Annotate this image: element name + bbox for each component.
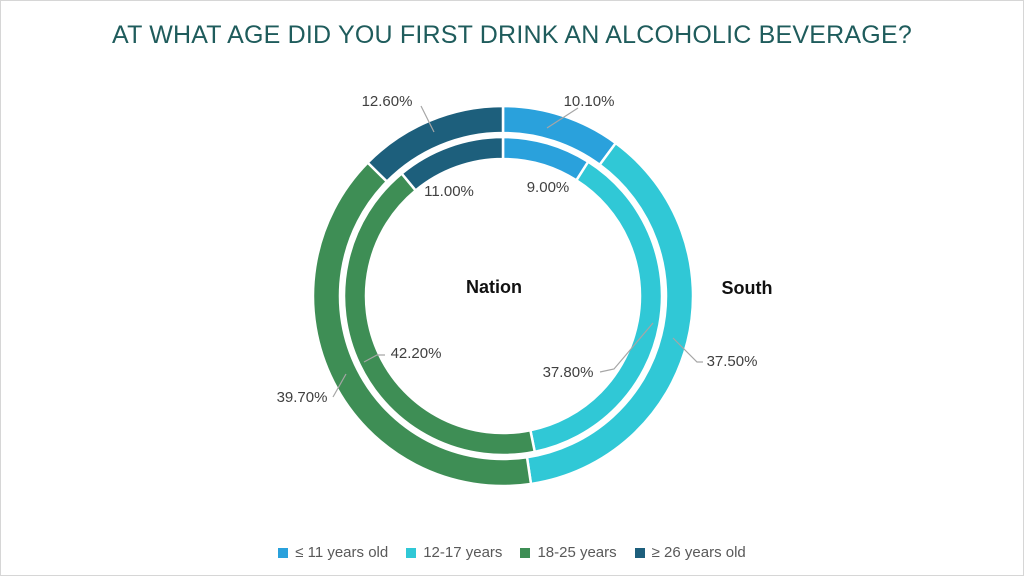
data-label-south-1: 37.50% xyxy=(707,353,758,370)
legend-swatch-icon xyxy=(278,547,289,558)
leader-line xyxy=(546,107,579,129)
data-label-south-3: 12.60% xyxy=(362,93,413,110)
legend-item-2: 18-25 years xyxy=(520,544,617,561)
leader-line xyxy=(599,322,654,373)
series-label-nation: Nation xyxy=(466,277,522,297)
series-label-south: South xyxy=(722,278,773,298)
legend-label: 18-25 years xyxy=(537,544,617,561)
leader-line xyxy=(363,354,385,363)
segment-south-3 xyxy=(366,104,505,183)
data-label-nation-1: 37.80% xyxy=(543,364,594,381)
leader-line xyxy=(420,105,435,133)
data-label-south-0: 10.10% xyxy=(564,93,615,110)
data-label-south-2: 39.70% xyxy=(277,389,328,406)
legend-swatch-icon xyxy=(520,547,531,558)
data-label-nation-0: 9.00% xyxy=(527,179,570,196)
data-label-nation-3: 11.00% xyxy=(424,183,474,200)
legend-item-0: ≤ 11 years old xyxy=(278,544,388,561)
legend-item-3: ≥ 26 years old xyxy=(634,544,746,561)
legend-label: 12-17 years xyxy=(423,544,503,561)
leader-line xyxy=(332,373,347,398)
chart-title: AT WHAT AGE DID YOU FIRST DRINK AN ALCOH… xyxy=(112,21,912,49)
legend-label: ≤ 11 years old xyxy=(295,544,389,561)
segment-nation-3 xyxy=(400,135,505,192)
chart-legend: ≤ 11 years old 12-17 years 18-25 years ≥ 26… xyxy=(1,544,1023,561)
legend-swatch-icon xyxy=(634,547,645,558)
legend-swatch-icon xyxy=(406,547,417,558)
legend-label: ≥ 26 years old xyxy=(651,544,746,561)
data-label-nation-2: 42.20% xyxy=(391,345,442,362)
leader-line xyxy=(672,337,703,363)
legend-item-1: 12-17 years xyxy=(406,544,502,561)
